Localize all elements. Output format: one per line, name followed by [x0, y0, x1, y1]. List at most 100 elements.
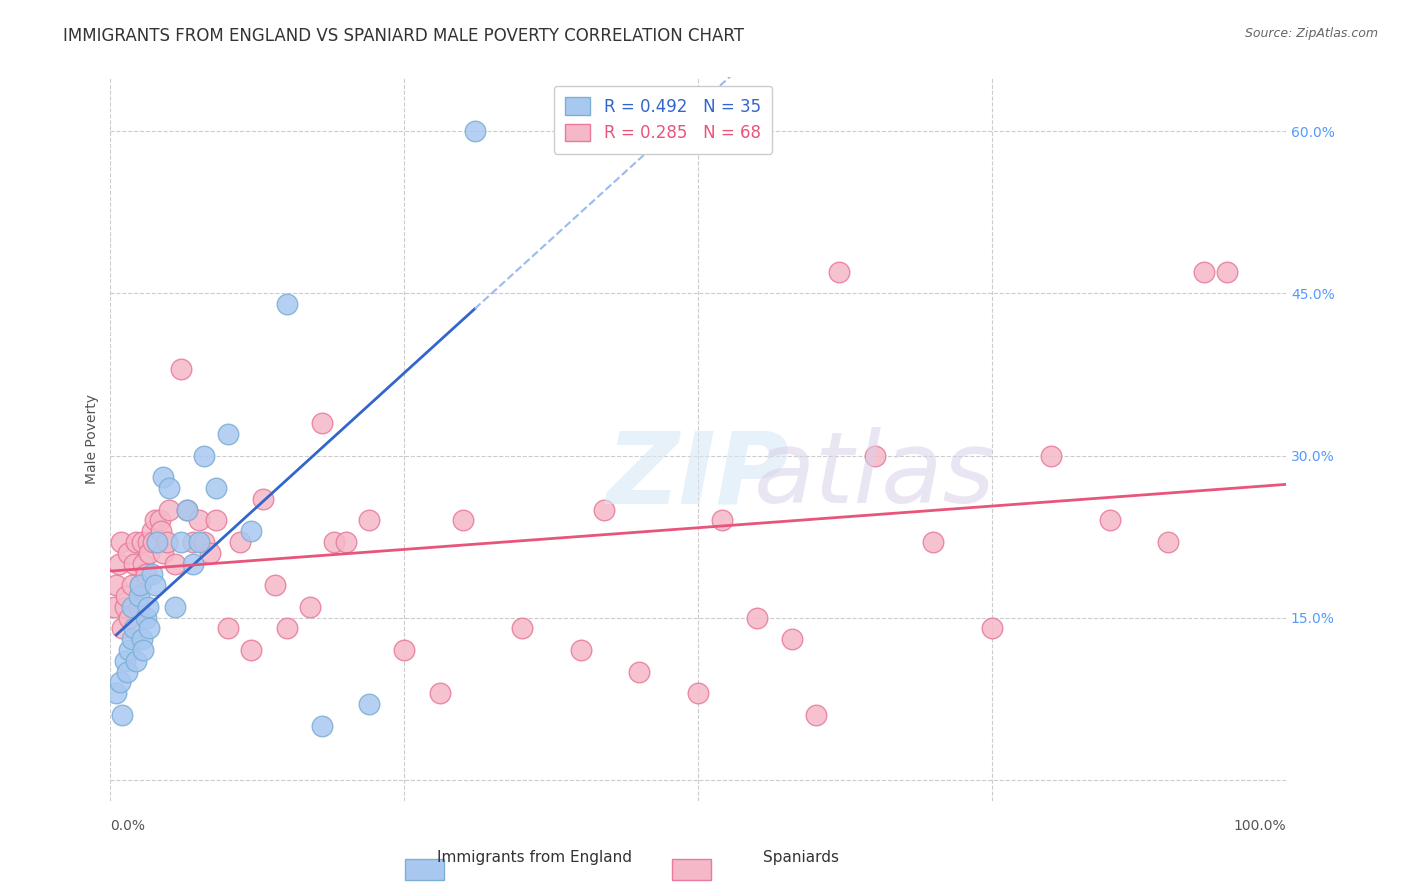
Point	[165, 557, 187, 571]
Point	[143, 513, 166, 527]
Point	[111, 621, 134, 635]
Point	[118, 610, 141, 624]
Point	[132, 557, 155, 571]
Point	[128, 578, 150, 592]
Point	[981, 621, 1004, 635]
Point	[131, 632, 153, 647]
Point	[264, 578, 287, 592]
Point	[141, 524, 163, 538]
Point	[1157, 535, 1180, 549]
Text: ZIP: ZIP	[607, 427, 790, 524]
Point	[146, 535, 169, 549]
Point	[143, 578, 166, 592]
Text: IMMIGRANTS FROM ENGLAND VS SPANIARD MALE POVERTY CORRELATION CHART: IMMIGRANTS FROM ENGLAND VS SPANIARD MALE…	[63, 27, 744, 45]
Point	[138, 546, 160, 560]
Point	[128, 578, 150, 592]
Point	[165, 599, 187, 614]
Point	[311, 718, 333, 732]
Point	[357, 697, 380, 711]
Point	[146, 535, 169, 549]
Point	[121, 578, 143, 592]
Point	[311, 416, 333, 430]
Point	[922, 535, 945, 549]
Point	[114, 589, 136, 603]
Point	[252, 491, 274, 506]
Point	[136, 535, 159, 549]
Point	[122, 621, 145, 635]
Point	[115, 665, 138, 679]
Point	[240, 524, 263, 538]
Point	[118, 643, 141, 657]
Point	[107, 557, 129, 571]
Text: atlas: atlas	[754, 427, 995, 524]
Point	[108, 675, 131, 690]
Point	[276, 297, 298, 311]
Point	[170, 535, 193, 549]
Point	[464, 124, 486, 138]
Point	[181, 557, 204, 571]
Point	[136, 599, 159, 614]
Text: Spaniards: Spaniards	[763, 850, 839, 865]
Point	[193, 535, 215, 549]
Point	[217, 426, 239, 441]
Point	[229, 535, 252, 549]
Point	[593, 502, 616, 516]
Point	[1039, 449, 1062, 463]
Point	[128, 589, 150, 603]
Point	[276, 621, 298, 635]
Point	[394, 643, 416, 657]
Point	[103, 599, 125, 614]
Point	[451, 513, 474, 527]
Point	[149, 524, 172, 538]
FancyBboxPatch shape	[405, 859, 444, 880]
Point	[240, 643, 263, 657]
Point	[322, 535, 344, 549]
Point	[132, 643, 155, 657]
Point	[111, 707, 134, 722]
Point	[205, 513, 228, 527]
Point	[628, 665, 651, 679]
Point	[142, 535, 165, 549]
Point	[863, 449, 886, 463]
Point	[152, 546, 174, 560]
Point	[122, 557, 145, 571]
Text: 0.0%: 0.0%	[111, 820, 145, 833]
Point	[828, 265, 851, 279]
Text: 100.0%: 100.0%	[1233, 820, 1286, 833]
Point	[780, 632, 803, 647]
Point	[299, 599, 322, 614]
Text: Source: ZipAtlas.com: Source: ZipAtlas.com	[1244, 27, 1378, 40]
Point	[804, 707, 827, 722]
FancyBboxPatch shape	[672, 859, 711, 880]
Point	[141, 567, 163, 582]
Point	[157, 481, 180, 495]
Point	[105, 686, 128, 700]
Point	[156, 535, 179, 549]
Point	[149, 513, 172, 527]
Point	[357, 513, 380, 527]
Point	[105, 578, 128, 592]
Point	[710, 513, 733, 527]
Point	[110, 535, 132, 549]
Point	[128, 599, 150, 614]
Point	[125, 654, 148, 668]
Point	[217, 621, 239, 635]
Point	[176, 502, 198, 516]
Point	[1192, 265, 1215, 279]
Point	[1216, 265, 1239, 279]
Point	[181, 535, 204, 549]
Point	[170, 362, 193, 376]
Point	[131, 535, 153, 549]
Legend: R = 0.492   N = 35, R = 0.285   N = 68: R = 0.492 N = 35, R = 0.285 N = 68	[554, 86, 772, 153]
Point	[117, 546, 139, 560]
Point	[745, 610, 768, 624]
Y-axis label: Male Poverty: Male Poverty	[86, 394, 100, 484]
Point	[125, 535, 148, 549]
Point	[114, 654, 136, 668]
Point	[1098, 513, 1121, 527]
Point	[193, 449, 215, 463]
Point	[121, 632, 143, 647]
Point	[205, 481, 228, 495]
Point	[510, 621, 533, 635]
Point	[187, 513, 209, 527]
